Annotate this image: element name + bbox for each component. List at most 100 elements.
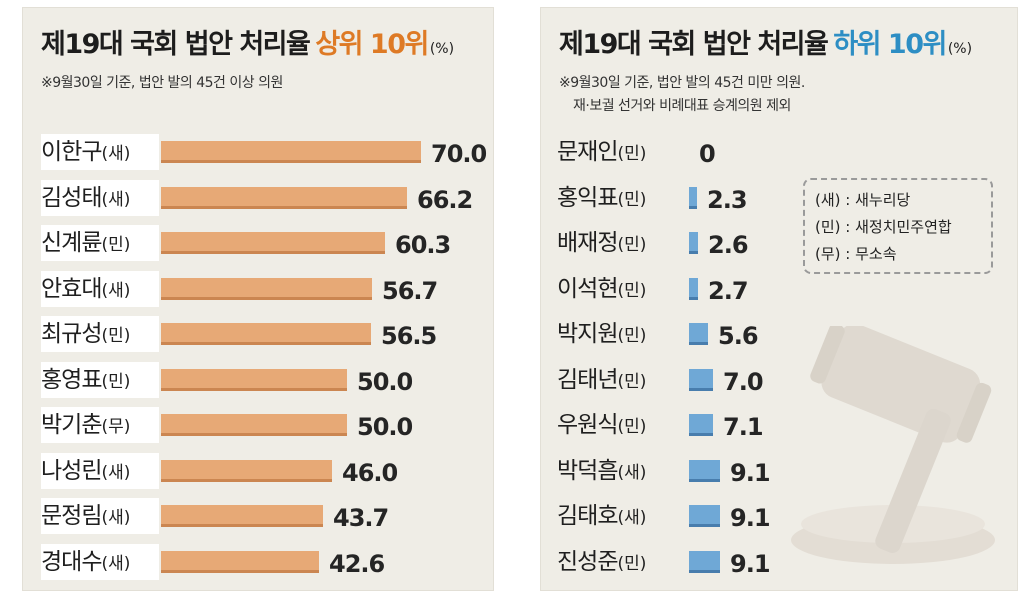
bottom10-bar-track: [689, 232, 929, 254]
bottom10-category-label: 문재인(민): [557, 139, 647, 165]
top10-row: 이한구(새) 70.0: [23, 134, 493, 170]
top10-bar: [161, 459, 332, 482]
bottom10-note-line1: ※9월30일 기준, 법안 발의 45건 미만 의원.: [559, 75, 805, 91]
bottom10-category-label: 박지원(민): [557, 321, 647, 347]
top10-bar-track: [161, 505, 421, 527]
top10-category-label: 안효대(새): [41, 270, 159, 307]
bottom10-value-label: 0: [699, 140, 716, 168]
bottom10-category-label: 우원식(민): [557, 412, 647, 438]
bottom10-category-label: 진성준(민): [557, 548, 647, 575]
bottom10-category-label: 홍익표(민): [557, 184, 647, 211]
bottom10-title: 제19대 국회 법안 처리율 하위 10위 (%): [559, 22, 972, 61]
bottom10-highlight: 하위 10위: [833, 29, 947, 60]
top10-category-label: 신계륜(민): [41, 225, 159, 261]
bottom10-bar-chart: 문재인(민) 0 홍익표(민) 2.3 배재정(민) 2.6 이석현(민) 2.7 박지원(민)…: [541, 8, 1017, 590]
bottom10-row: 김태호(새) 9.1: [541, 498, 1017, 534]
bottom10-bar: [689, 277, 698, 300]
bottom10-bar: [689, 186, 697, 209]
top10-value-label: 56.7: [382, 276, 438, 305]
top10-row: 경대수(새) 42.6: [23, 543, 493, 580]
top10-category-label: 김성태(새): [41, 179, 159, 216]
top10-row: 나성린(새) 46.0: [23, 452, 493, 489]
bottom10-bar: [689, 323, 708, 345]
top10-row: 안효대(새) 56.7: [23, 270, 493, 307]
legend-item-saenuri: (새) : 새누리당: [815, 191, 911, 209]
bottom10-bar-track: [689, 505, 929, 527]
top10-category-label: 최규성(민): [41, 316, 159, 352]
top10-bar: [161, 414, 347, 436]
bottom10-category-label: 김태년(민): [557, 366, 647, 393]
top10-bar-track: [161, 232, 421, 254]
top10-category-label: 나성린(새): [41, 452, 159, 489]
top10-bar-track: [161, 414, 421, 436]
bottom10-bar: [689, 414, 713, 436]
bottom10-bar: [689, 459, 720, 482]
bottom10-value-label: 9.1: [730, 458, 771, 487]
top10-note: ※9월30일 기준, 법안 발의 45건 이상 의원: [41, 75, 283, 91]
bottom10-row: 문재인(민) 0: [541, 134, 1017, 170]
top10-value-label: 42.6: [329, 549, 385, 578]
bottom10-bar-track: [689, 186, 929, 209]
bottom10-bar: [689, 550, 720, 573]
top10-title-text: 제19대 국회 법안 처리율: [41, 29, 311, 60]
bottom10-bar-track: [689, 459, 929, 482]
top10-value-label: 70.0: [431, 140, 487, 168]
top10-row: 김성태(새) 66.2: [23, 179, 493, 216]
top10-category-label: 문정림(새): [41, 498, 159, 534]
top10-bar-chart: 이한구(새) 70.0 김성태(새) 66.2 신계륜(민) 60.3 안효대(새) 56.7…: [23, 8, 493, 590]
bottom10-value-label: 7.1: [723, 413, 764, 441]
top10-row: 홍영표(민) 50.0: [23, 361, 493, 398]
top10-bar: [161, 277, 372, 300]
bottom10-bar-track: [689, 277, 929, 300]
gavel-icon: [791, 326, 995, 564]
bottom10-note-line2: 재·보궐 선거와 비례대표 승계의원 제외: [573, 98, 791, 114]
top10-bar-track: [161, 323, 421, 345]
top10-title: 제19대 국회 법안 처리율 상위 10위 (%): [41, 22, 454, 61]
top10-category-label: 박기춘(무): [41, 407, 159, 443]
top10-bar: [161, 550, 319, 573]
top10-bar-track: [161, 186, 421, 209]
bottom10-row: 박덕흠(새) 9.1: [541, 453, 1017, 489]
bottom10-value-label: 2.7: [708, 276, 749, 305]
top10-category-label: 경대수(새): [41, 543, 159, 580]
top10-value-label: 66.2: [417, 185, 473, 214]
bottom10-value-label: 5.6: [718, 322, 759, 350]
top10-bar: [161, 186, 407, 209]
top10-bar-track: [161, 550, 421, 573]
bottom10-value-label: 9.1: [730, 549, 771, 578]
top10-panel: 제19대 국회 법안 처리율 상위 10위 (%) ※9월30일 기준, 법안 발의…: [22, 7, 494, 591]
top10-bar: [161, 368, 347, 391]
bottom10-value-label: 2.6: [708, 231, 749, 259]
bottom10-category-label: 김태호(새): [557, 503, 647, 529]
top10-value-label: 50.0: [357, 367, 413, 396]
bottom10-bar-track: [689, 141, 929, 163]
bottom10-row: 배재정(민) 2.6: [541, 225, 1017, 261]
top10-bar-track: [161, 459, 421, 482]
top10-bar-track: [161, 368, 421, 391]
bottom10-value-label: 9.1: [730, 504, 771, 532]
top10-category-label: 이한구(새): [41, 134, 159, 170]
party-legend: (새) : 새누리당 (민) : 새정치민주연합 (무) : 무소속: [803, 178, 993, 274]
top10-value-label: 60.3: [395, 231, 451, 259]
bottom10-bar-track: [689, 550, 929, 573]
top10-highlight: 상위 10위: [315, 29, 429, 60]
bottom10-unit: (%): [947, 41, 973, 57]
bottom10-row: 이석현(민) 2.7: [541, 271, 1017, 307]
top10-value-label: 46.0: [342, 458, 398, 487]
bottom10-category-label: 배재정(민): [557, 230, 647, 256]
bottom10-note: ※9월30일 기준, 법안 발의 45건 미만 의원. 재·보궐 선거와 비례대…: [559, 72, 805, 118]
bottom10-value-label: 7.0: [723, 367, 764, 396]
bottom10-row: 우원식(민) 7.1: [541, 407, 1017, 443]
bottom10-row: 홍익표(민) 2.3: [541, 180, 1017, 216]
top10-bar-track: [161, 141, 421, 163]
top10-category-label: 홍영표(민): [41, 361, 159, 398]
top10-bar: [161, 505, 323, 527]
top10-row: 최규성(민) 56.5: [23, 316, 493, 352]
top10-bar-track: [161, 277, 421, 300]
top10-bar: [161, 323, 371, 345]
bottom10-row: 박지원(민) 5.6: [541, 316, 1017, 352]
top10-value-label: 43.7: [333, 504, 389, 532]
top10-bar: [161, 232, 385, 254]
bottom10-bar-track: [689, 323, 929, 345]
bottom10-value-label: 2.3: [707, 185, 748, 214]
